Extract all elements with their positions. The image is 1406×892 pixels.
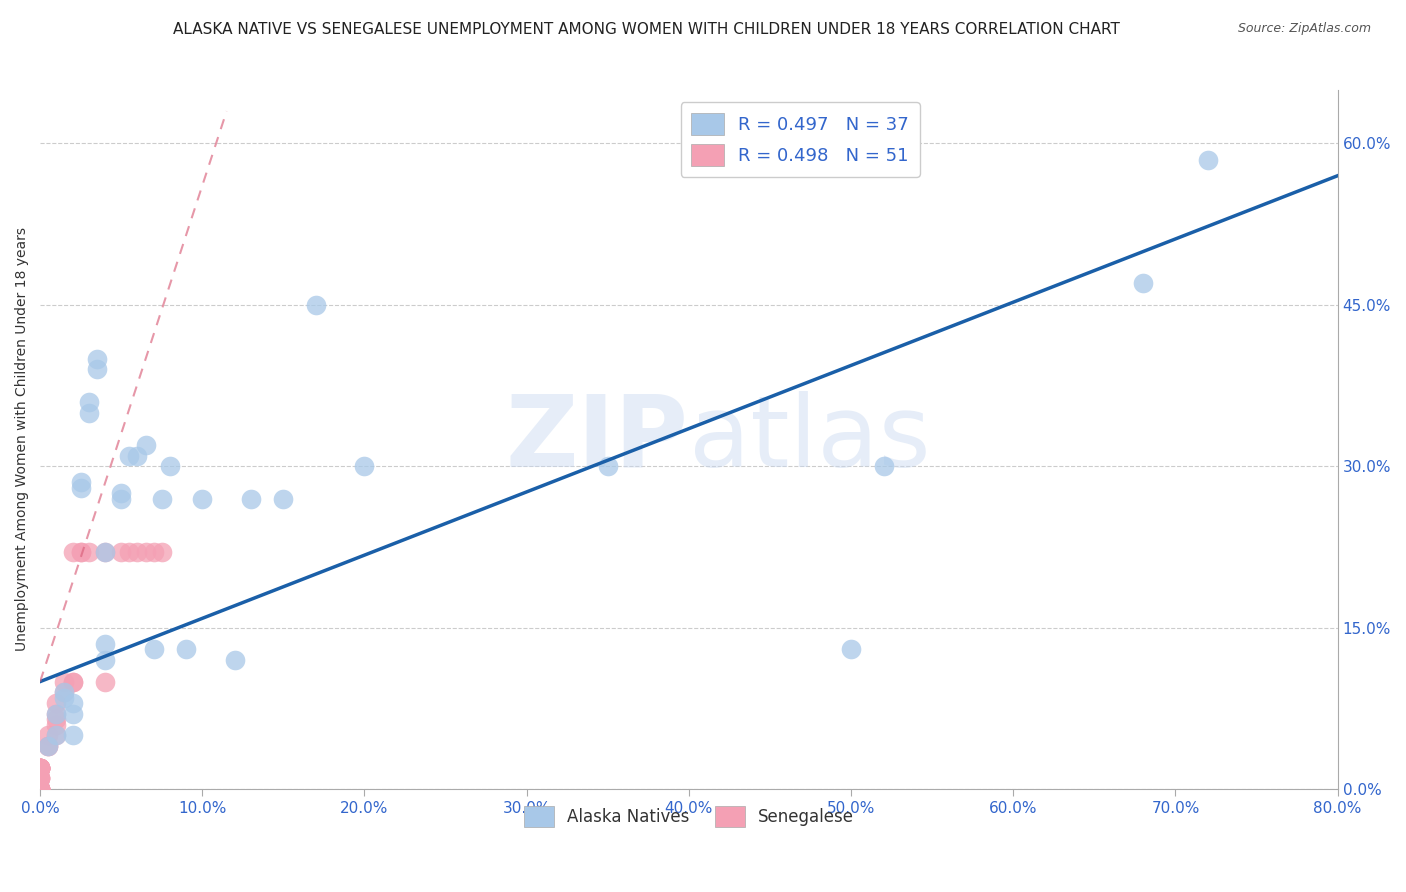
- Point: [69, 545, 91, 559]
- Point: [62, 706, 84, 721]
- Point: [62, 674, 84, 689]
- Point: [135, 438, 157, 452]
- Point: [305, 298, 328, 312]
- Point: [45, 706, 67, 721]
- Text: ALASKA NATIVE VS SENEGALESE UNEMPLOYMENT AMONG WOMEN WITH CHILDREN UNDER 18 YEAR: ALASKA NATIVE VS SENEGALESE UNEMPLOYMENT…: [173, 22, 1121, 37]
- Point: [30, 782, 52, 797]
- Point: [77, 545, 100, 559]
- Text: Source: ZipAtlas.com: Source: ZipAtlas.com: [1237, 22, 1371, 36]
- Point: [62, 545, 84, 559]
- Point: [94, 653, 117, 667]
- Text: ZIP: ZIP: [506, 391, 689, 488]
- Point: [142, 642, 165, 657]
- Point: [30, 761, 52, 775]
- Point: [30, 782, 52, 797]
- Point: [94, 545, 117, 559]
- Point: [53, 685, 76, 699]
- Point: [273, 491, 295, 506]
- Point: [30, 761, 52, 775]
- Point: [30, 772, 52, 786]
- Legend: Alaska Natives, Senegalese: Alaska Natives, Senegalese: [517, 800, 860, 833]
- Point: [62, 728, 84, 742]
- Point: [77, 405, 100, 419]
- Point: [94, 545, 117, 559]
- Point: [37, 739, 59, 754]
- Point: [86, 351, 108, 366]
- Point: [30, 761, 52, 775]
- Point: [1132, 277, 1154, 291]
- Point: [62, 674, 84, 689]
- Point: [77, 394, 100, 409]
- Point: [150, 545, 173, 559]
- Point: [110, 491, 132, 506]
- Point: [353, 459, 375, 474]
- Point: [30, 782, 52, 797]
- Point: [110, 486, 132, 500]
- Point: [191, 491, 214, 506]
- Point: [118, 449, 141, 463]
- Point: [127, 545, 149, 559]
- Point: [30, 782, 52, 797]
- Point: [30, 761, 52, 775]
- Point: [69, 545, 91, 559]
- Point: [118, 545, 141, 559]
- Point: [94, 674, 117, 689]
- Point: [30, 761, 52, 775]
- Point: [872, 459, 894, 474]
- Point: [30, 761, 52, 775]
- Point: [30, 782, 52, 797]
- Point: [150, 491, 173, 506]
- Point: [45, 712, 67, 726]
- Point: [30, 761, 52, 775]
- Point: [30, 772, 52, 786]
- Point: [839, 642, 862, 657]
- Point: [69, 475, 91, 490]
- Point: [30, 761, 52, 775]
- Point: [53, 690, 76, 705]
- Point: [30, 772, 52, 786]
- Point: [30, 782, 52, 797]
- Point: [159, 459, 181, 474]
- Point: [596, 459, 619, 474]
- Point: [30, 782, 52, 797]
- Point: [142, 545, 165, 559]
- Point: [45, 728, 67, 742]
- Point: [30, 782, 52, 797]
- Point: [69, 481, 91, 495]
- Point: [45, 717, 67, 731]
- Point: [30, 782, 52, 797]
- Text: atlas: atlas: [689, 391, 931, 488]
- Point: [86, 362, 108, 376]
- Point: [37, 739, 59, 754]
- Point: [37, 739, 59, 754]
- Point: [45, 706, 67, 721]
- Point: [30, 782, 52, 797]
- Point: [53, 685, 76, 699]
- Point: [53, 674, 76, 689]
- Point: [1197, 153, 1219, 167]
- Point: [94, 637, 117, 651]
- Point: [174, 642, 197, 657]
- Point: [30, 761, 52, 775]
- Point: [30, 772, 52, 786]
- Point: [127, 449, 149, 463]
- Point: [30, 782, 52, 797]
- Point: [30, 761, 52, 775]
- Point: [239, 491, 262, 506]
- Point: [30, 761, 52, 775]
- Point: [37, 728, 59, 742]
- Point: [110, 545, 132, 559]
- Point: [224, 653, 246, 667]
- Point: [45, 728, 67, 742]
- Y-axis label: Unemployment Among Women with Children Under 18 years: Unemployment Among Women with Children U…: [15, 227, 30, 651]
- Point: [30, 761, 52, 775]
- Point: [45, 696, 67, 710]
- Point: [62, 696, 84, 710]
- Point: [135, 545, 157, 559]
